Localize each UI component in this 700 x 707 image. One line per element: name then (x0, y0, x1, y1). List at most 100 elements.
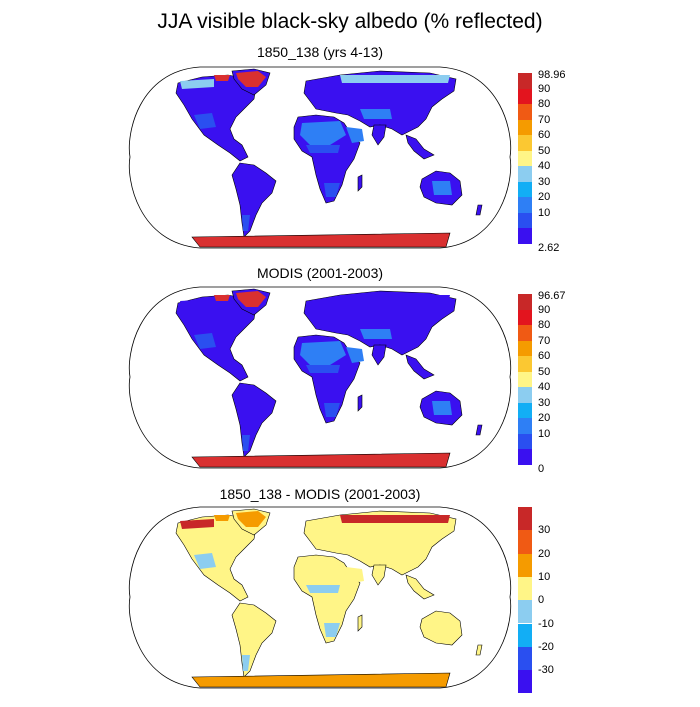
panel-3-map (128, 506, 512, 689)
southeast-asia (405, 134, 435, 160)
colorbar-swatch (518, 104, 532, 120)
colorbar-label: 30 (538, 175, 551, 188)
colorbar-label: 90 (538, 82, 551, 95)
colorbar-swatch (518, 530, 532, 554)
colorbar-swatch (518, 119, 532, 135)
colorbar-swatch (518, 553, 532, 577)
colorbar-label: -30 (538, 664, 554, 677)
colorbar-label: 30 (538, 524, 551, 537)
colorbar-label: 20 (538, 412, 551, 424)
colorbar-label: 90 (538, 303, 551, 316)
colorbar-label: 50 (538, 365, 551, 378)
colorbar-swatch (518, 294, 532, 310)
southeast-asia (405, 354, 435, 380)
colorbar-swatch (518, 340, 532, 356)
colorbar-label: 98.96 (538, 69, 566, 81)
madagascar (357, 614, 363, 632)
colorbar-label: 70 (538, 113, 551, 126)
colorbar-swatch (518, 623, 532, 647)
colorbar-label: 10 (538, 206, 551, 219)
arabia (346, 127, 364, 143)
colorbar-swatch (518, 387, 532, 403)
western-us (194, 113, 216, 129)
colorbar-swatch (518, 356, 532, 372)
india (371, 564, 387, 586)
colorbar-swatch (518, 449, 532, 465)
siberia-coast (340, 515, 450, 523)
madagascar (357, 174, 363, 192)
colorbar-swatch (518, 309, 532, 325)
canada-coast (180, 519, 214, 529)
colorbar-swatch (518, 166, 532, 182)
panel-2-colorbar: 96.67 90 80 70 60 50 40 30 20 10 0 (514, 290, 574, 479)
panel-1-colorbar: 98.96 90 80 70 60 50 40 30 20 10 2.62 (514, 69, 574, 258)
siberia-coast (340, 75, 450, 83)
colorbar-label: 80 (538, 319, 551, 331)
central-asia (360, 109, 392, 119)
canada-coast (180, 299, 214, 309)
sahara (300, 561, 346, 585)
colorbar-swatch (518, 433, 532, 449)
colorbar-swatch (518, 150, 532, 166)
central-australia (432, 621, 452, 635)
colorbar-swatch (518, 73, 532, 89)
patagonia (242, 435, 250, 451)
colorbar-label: -20 (538, 640, 554, 653)
colorbar-swatch (518, 135, 532, 151)
central-asia (360, 549, 392, 559)
southeast-asia (405, 574, 435, 600)
colorbar-swatch (518, 228, 532, 244)
greenland-ice (236, 71, 266, 87)
sahara (300, 121, 346, 145)
panel-2-title: MODIS (2001-2003) (256, 265, 384, 281)
canada-coast (180, 79, 214, 89)
colorbar-label: 30 (538, 396, 551, 409)
sahel (306, 585, 340, 593)
colorbar-label: 40 (538, 381, 551, 393)
colorbar-label: 20 (538, 547, 551, 560)
colorbar-label: 10 (538, 427, 551, 440)
southern-africa (324, 183, 340, 197)
panel-1-title: 1850_138 (yrs 4-13) (256, 44, 384, 60)
colorbar-label: 60 (538, 129, 551, 141)
sahel (306, 365, 340, 373)
siberia-coast (340, 295, 450, 303)
map-frame (128, 286, 512, 469)
india (371, 124, 387, 146)
patagonia (242, 215, 250, 231)
arctic-islands (214, 295, 230, 301)
arctic-islands (214, 75, 230, 81)
sahel (306, 145, 340, 153)
arabia (346, 347, 364, 363)
panel-3-colorbar: 30 20 10 0 -10 -20 -30 (514, 507, 574, 707)
colorbar-label: 0 (538, 594, 545, 607)
map-frame (128, 66, 512, 249)
panel-1-map (128, 66, 512, 249)
colorbar-swatch (518, 600, 532, 624)
colorbar-swatch (518, 181, 532, 197)
colorbar-swatch (518, 371, 532, 387)
colorbar-label: 2.62 (538, 241, 560, 254)
colorbar-swatch (518, 670, 532, 694)
colorbar-swatch (518, 88, 532, 104)
figure-title: JJA visible black-sky albedo (% reflecte… (157, 10, 543, 33)
arabia (346, 567, 364, 583)
colorbar-swatch (518, 197, 532, 213)
madagascar (357, 394, 363, 412)
colorbar-label: 20 (538, 191, 551, 203)
arctic-islands (214, 515, 230, 521)
colorbar-swatch (518, 576, 532, 601)
sahara (300, 341, 346, 365)
western-us (194, 333, 216, 349)
southern-africa (324, 403, 340, 417)
colorbar-label: 70 (538, 334, 551, 347)
greenland-ice (236, 511, 266, 527)
colorbar-swatch (518, 507, 532, 531)
colorbar-label: 40 (538, 160, 551, 172)
colorbar-swatch (518, 402, 532, 418)
colorbar-label: 96.67 (538, 290, 566, 302)
panel-2-map (128, 286, 512, 469)
new-zealand (475, 204, 483, 216)
southern-africa (324, 623, 340, 637)
map-frame (128, 506, 512, 689)
